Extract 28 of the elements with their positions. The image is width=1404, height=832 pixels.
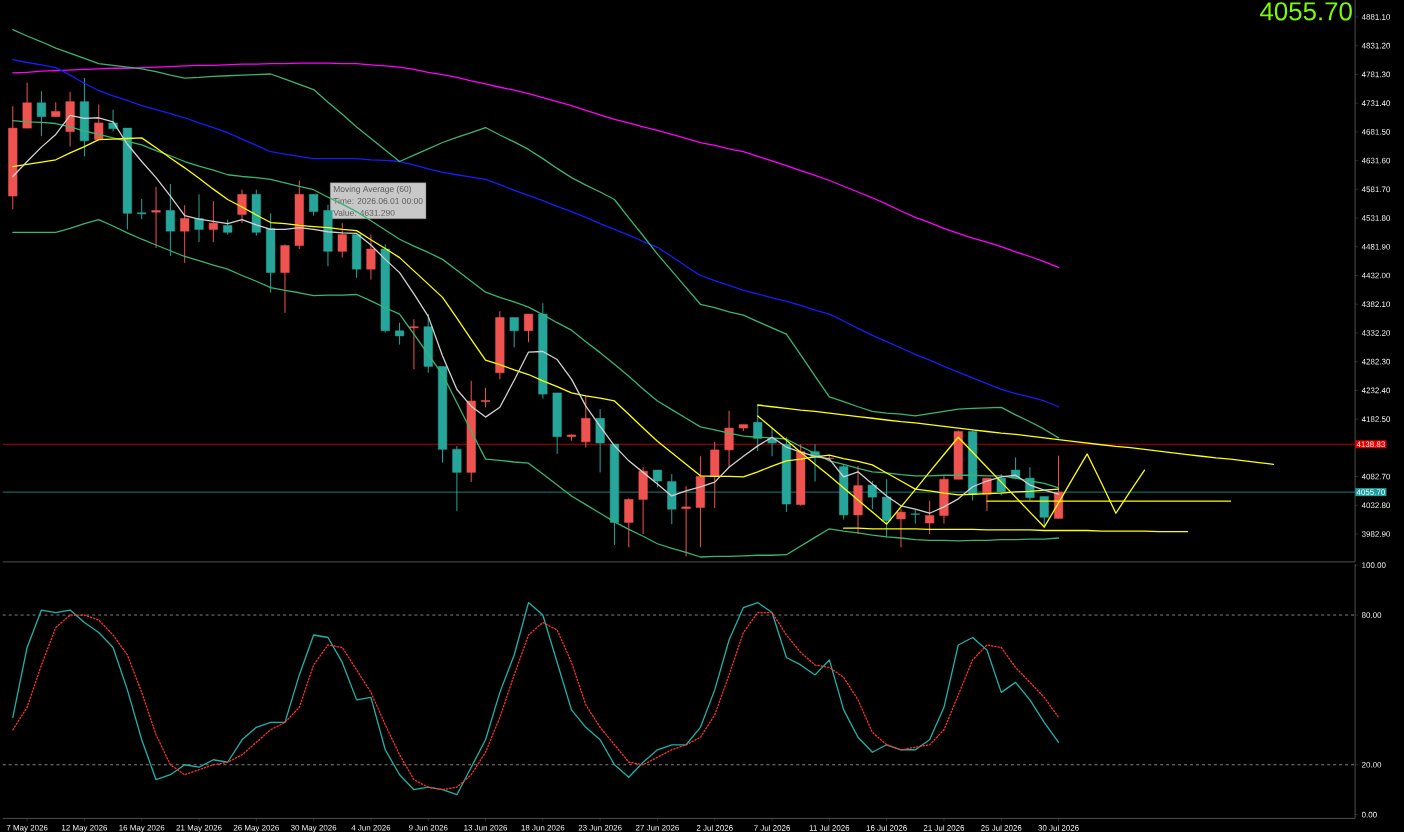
candlestick: [581, 395, 591, 448]
candlestick: [925, 499, 935, 535]
candlestick: [896, 508, 906, 548]
candlestick: [395, 322, 405, 345]
candlestick: [753, 404, 763, 452]
annotation: Moving Average (60): [333, 185, 411, 194]
candlestick: [208, 200, 218, 243]
candlestick: [180, 204, 190, 264]
candlestick: [309, 193, 319, 216]
candlestick: [681, 485, 691, 557]
candlestick: [165, 183, 175, 257]
candlestick: [36, 90, 46, 137]
candlestick: [194, 193, 204, 243]
candlestick: [724, 410, 734, 468]
candlestick: [366, 233, 376, 280]
candlestick: [151, 186, 161, 249]
candlestick: [509, 316, 519, 348]
candlestick: [137, 198, 147, 220]
candlestick: [480, 387, 491, 408]
candlestick: [237, 189, 247, 224]
candlestick: [523, 313, 534, 343]
candlestick: [409, 318, 419, 370]
annotation: 4055.70: [1260, 2, 1352, 21]
annotation: Value: 4631.290: [333, 209, 395, 216]
candlestick: [337, 222, 347, 258]
candlestick: [1039, 495, 1049, 528]
candlestick: [94, 103, 104, 140]
candlestick: [624, 497, 634, 548]
